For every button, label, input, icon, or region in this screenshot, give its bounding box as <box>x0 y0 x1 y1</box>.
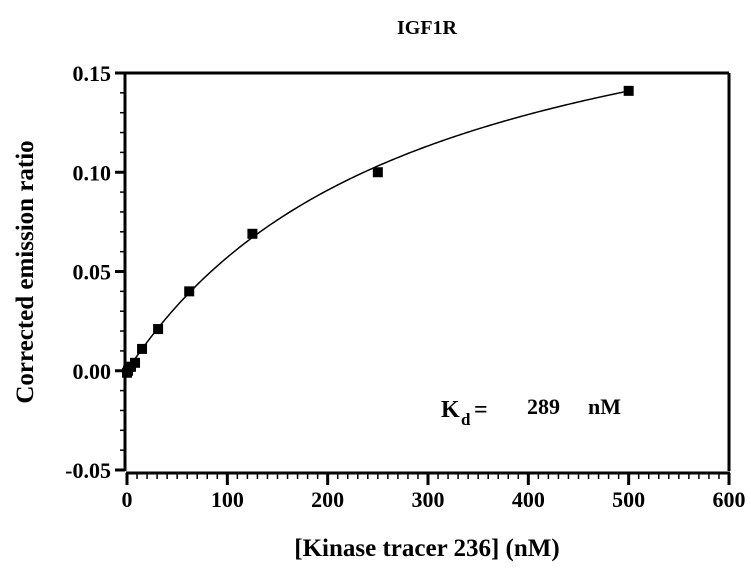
y-tick-label: 0.15 <box>73 61 112 86</box>
fit-curve-layer <box>127 91 629 371</box>
x-axis-label: [Kinase tracer 236] (nM) <box>294 535 559 562</box>
kd-symbol: K <box>441 397 460 423</box>
axes: -0.05 0.00 0.05 0.10 0.15 0 100 200 300 400 500 600 <box>65 61 745 512</box>
data-point <box>137 344 147 354</box>
kd-unit: nM <box>588 394 621 419</box>
x-tick-label: 500 <box>612 487 645 512</box>
fit-curve <box>127 91 629 371</box>
kd-subscript: d <box>461 410 471 429</box>
y-tick-label: 0.05 <box>73 260 112 285</box>
x-tick-label: 600 <box>713 487 746 512</box>
y-tick-label: -0.05 <box>65 458 111 483</box>
y-tick-label: 0.00 <box>73 359 112 384</box>
data-point <box>184 286 194 296</box>
data-points-layer <box>122 86 634 378</box>
kd-equals: = <box>474 397 488 423</box>
kd-annotation: K d = 289 nM <box>441 394 621 429</box>
data-point <box>153 324 163 334</box>
x-tick-label: 0 <box>122 487 133 512</box>
data-point <box>130 358 140 368</box>
kd-value: 289 <box>527 394 560 419</box>
x-tick-label: 200 <box>311 487 344 512</box>
data-point <box>373 167 383 177</box>
y-tick-label: 0.10 <box>73 160 112 185</box>
x-tick-label: 300 <box>412 487 445 512</box>
y-axis-label: Corrected emission ratio <box>12 140 39 403</box>
data-point <box>624 86 634 96</box>
x-tick-label: 100 <box>211 487 244 512</box>
data-point <box>247 229 257 239</box>
chart-title: IGF1R <box>397 17 458 39</box>
x-tick-label: 400 <box>512 487 545 512</box>
